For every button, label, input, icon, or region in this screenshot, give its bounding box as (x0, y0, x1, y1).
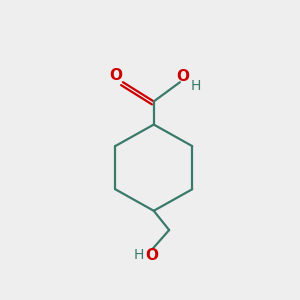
Text: O: O (146, 248, 159, 263)
Text: O: O (110, 68, 122, 83)
Text: H: H (133, 248, 143, 262)
Text: O: O (176, 68, 190, 83)
Text: H: H (191, 79, 201, 93)
